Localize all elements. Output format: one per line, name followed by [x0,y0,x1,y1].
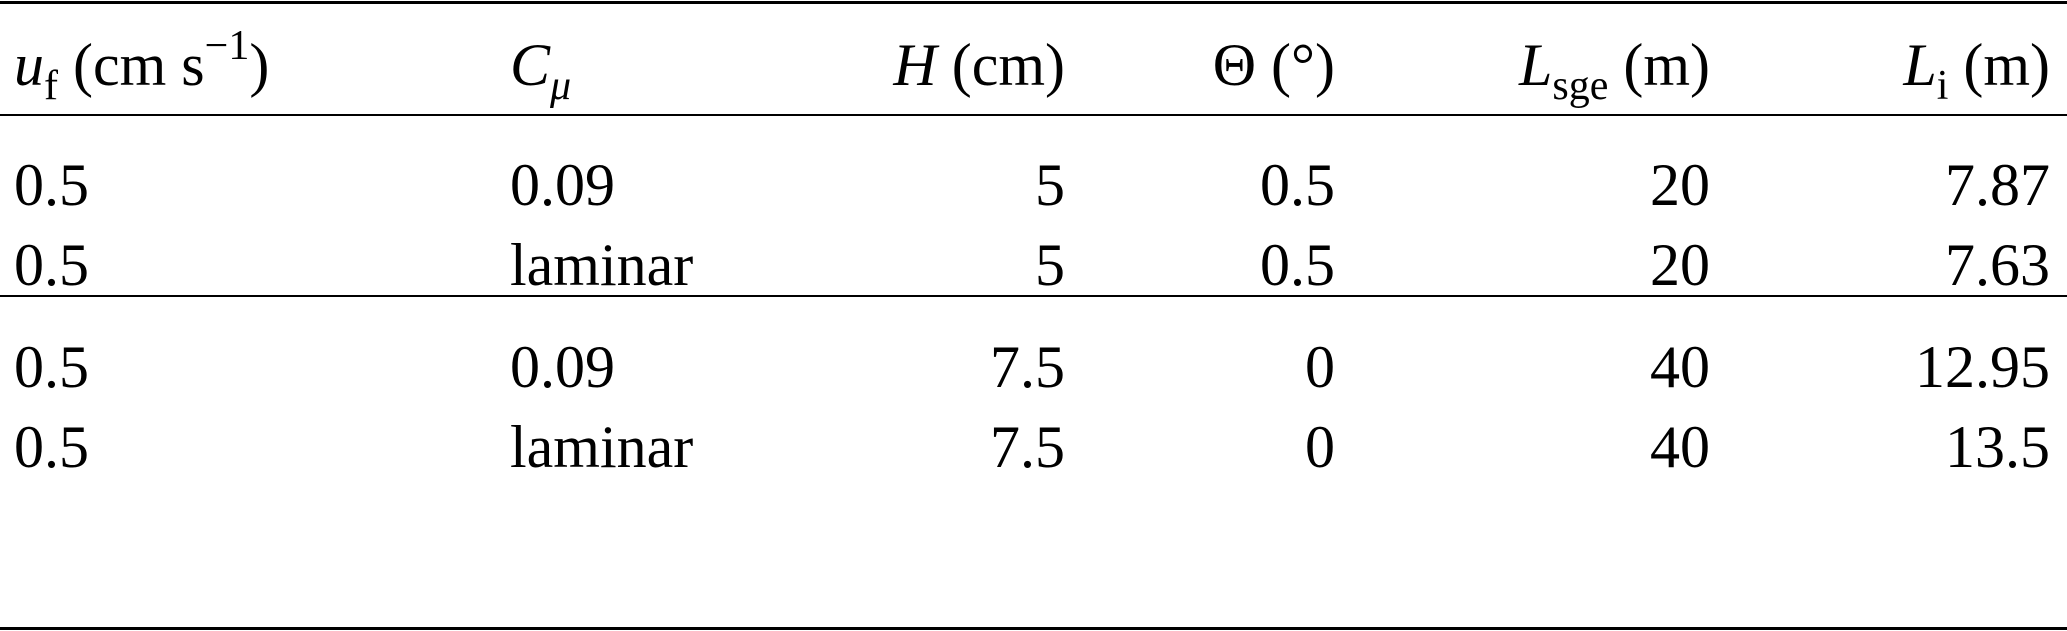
symbol: L [1518,32,1553,98]
subscript: sge [1552,63,1609,109]
symbol: H [893,32,937,98]
cell: 7.5 [990,334,1065,400]
subscript: μ [550,63,572,109]
symbol: Θ [1212,32,1257,98]
cell: 5 [1035,152,1065,218]
cell: 20 [1650,232,1710,298]
header-row: uf (cm s−1) Cμ H (cm) Θ (°) Lsge (m) Li … [0,25,2067,107]
cell: 7.87 [1945,152,2050,218]
cell: 0.09 [510,334,615,400]
cell: laminar [510,232,694,298]
cell: 7.5 [990,414,1065,480]
cell: 0.5 [1260,232,1335,298]
unit: (cm s [58,32,205,98]
header-rule [0,114,2067,116]
cell: 0.5 [14,232,89,298]
unit: (cm) [936,32,1065,98]
table-row: 0.5 laminar 7.5 0 40 13.5 [0,412,2067,482]
subscript: i [1936,63,1949,109]
subscript: f [44,63,58,109]
cell: 0.5 [14,152,89,218]
group-rule [0,295,2067,297]
table-row: 0.5 laminar 5 0.5 20 7.63 [0,230,2067,300]
unit: (°) [1256,32,1335,98]
symbol: C [510,32,551,98]
symbol: u [14,32,44,98]
header-h: H (cm) [893,30,1065,100]
header-theta: Θ (°) [1213,30,1335,100]
top-rule [0,1,2067,4]
cell: 0.5 [14,414,89,480]
cell: 13.5 [1945,414,2050,480]
table-row: 0.5 0.09 7.5 0 40 12.95 [0,332,2067,402]
cell: 40 [1650,414,1710,480]
unit-close: ) [249,32,270,98]
unit: (m) [1948,32,2050,98]
cell: 0.5 [14,334,89,400]
header-l-sge: Lsge (m) [1518,30,1710,107]
cell: 0 [1305,334,1335,400]
symbol: L [1903,32,1937,98]
table-row: 0.5 0.09 5 0.5 20 7.87 [0,150,2067,220]
cell: 7.63 [1945,232,2050,298]
cell: 0.5 [1260,152,1335,218]
header-c-mu: Cμ [510,30,571,107]
cell: 40 [1650,334,1710,400]
header-l-i: Li (m) [1903,30,2050,107]
bottom-rule [0,627,2067,630]
cell: 12.95 [1915,334,2050,400]
header-friction-velocity: uf (cm s−1) [14,25,270,107]
cell: 0.09 [510,152,615,218]
cell: 20 [1650,152,1710,218]
cell: laminar [510,414,694,480]
superscript: −1 [204,23,250,69]
cell: 0 [1305,414,1335,480]
unit: (m) [1608,32,1710,98]
cell: 5 [1035,232,1065,298]
